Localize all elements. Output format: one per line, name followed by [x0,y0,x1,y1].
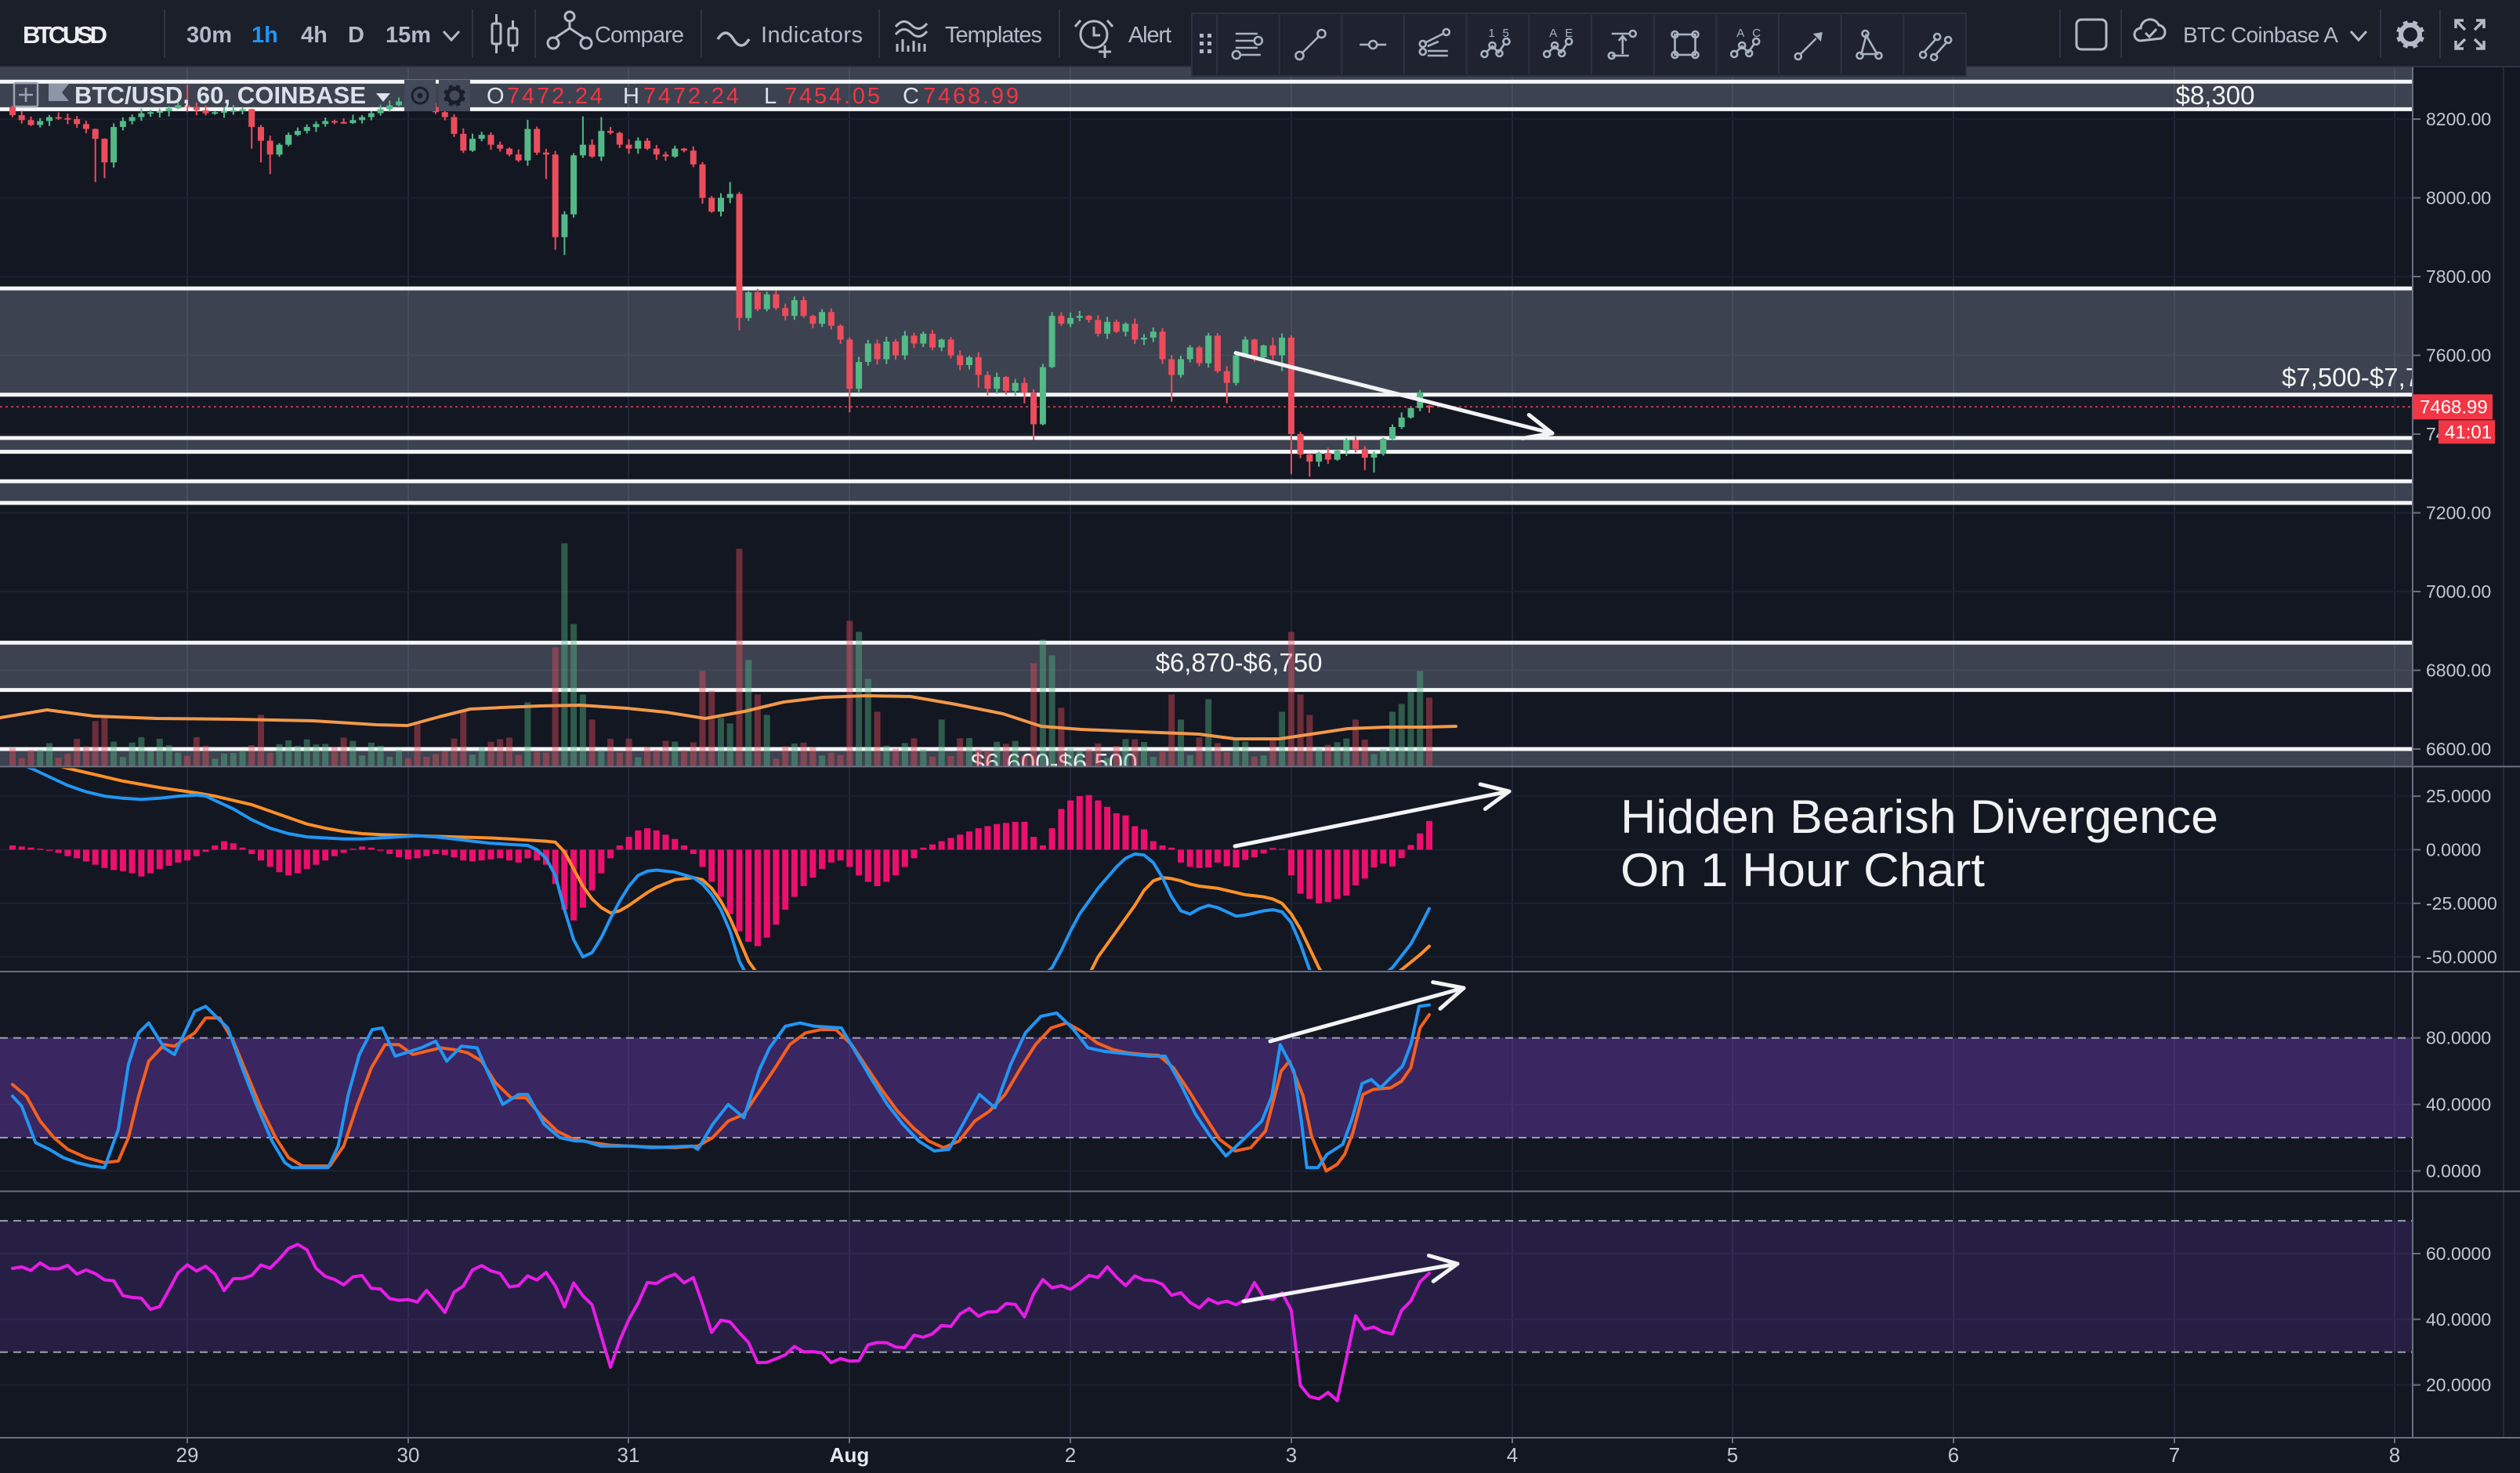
svg-text:6600.00: 6600.00 [2426,739,2491,759]
svg-text:Compare: Compare [595,23,684,48]
svg-text:BTC/USD, 60, COINBASE: BTC/USD, 60, COINBASE [74,81,366,109]
svg-text:40.0000: 40.0000 [2426,1309,2491,1330]
svg-text:BTC Coinbase A: BTC Coinbase A [2183,23,2338,47]
svg-text:7454.05: 7454.05 [784,84,880,109]
svg-text:5: 5 [1727,1443,1738,1467]
svg-text:On 1 Hour Chart: On 1 Hour Chart [1620,844,1985,896]
svg-text:BTCUSD: BTCUSD [23,21,107,49]
svg-text:20.0000: 20.0000 [2426,1375,2491,1395]
svg-text:Aug: Aug [830,1443,870,1467]
svg-text:5: 5 [1503,27,1509,40]
svg-text:$7,500-$7,70: $7,500-$7,70 [2282,363,2435,392]
svg-text:0.0000: 0.0000 [2426,1161,2481,1182]
svg-text:0.0000: 0.0000 [2426,840,2481,860]
svg-text:7468.99: 7468.99 [923,84,1019,109]
svg-text:D: D [348,23,364,48]
svg-text:6800.00: 6800.00 [2426,660,2491,681]
svg-text:Hidden Bearish Divergence: Hidden Bearish Divergence [1620,791,2218,843]
svg-text:8200.00: 8200.00 [2426,109,2491,129]
svg-text:7468.99: 7468.99 [2420,396,2488,418]
svg-text:1: 1 [1489,27,1495,40]
svg-text:Templates: Templates [945,23,1042,48]
svg-text:1h: 1h [252,23,278,48]
svg-text:8000.00: 8000.00 [2426,188,2491,208]
svg-text:30: 30 [397,1443,420,1467]
svg-text:7800.00: 7800.00 [2426,266,2491,287]
svg-text:30m: 30m [186,23,232,48]
svg-text:O: O [487,84,505,109]
svg-text:4h: 4h [301,23,328,48]
svg-text:C: C [903,84,919,109]
svg-text:29: 29 [176,1443,199,1467]
svg-text:4: 4 [1507,1443,1518,1467]
svg-text:31: 31 [617,1443,640,1467]
svg-text:Indicators: Indicators [761,23,863,48]
svg-text:7472.24: 7472.24 [507,84,603,109]
svg-text:3: 3 [1286,1443,1297,1467]
svg-text:60.0000: 60.0000 [2426,1243,2491,1264]
svg-text:A: A [1549,27,1557,40]
svg-text:41:01: 41:01 [2445,422,2492,443]
svg-text:25.0000: 25.0000 [2426,786,2491,806]
svg-text:15m: 15m [386,23,431,48]
svg-text:L: L [764,84,777,109]
svg-text:$6,600-$6,500: $6,600-$6,500 [971,748,1138,777]
svg-text:7200.00: 7200.00 [2426,503,2491,523]
svg-text:-25.0000: -25.0000 [2426,893,2497,914]
svg-text:40.0000: 40.0000 [2426,1095,2491,1115]
svg-text:$8,300: $8,300 [2176,81,2255,110]
svg-text:7600.00: 7600.00 [2426,346,2491,366]
svg-text:$6,870-$6,750: $6,870-$6,750 [1156,648,1323,677]
svg-text:E: E [1565,27,1573,40]
svg-text:7472.24: 7472.24 [643,84,739,109]
svg-text:7: 7 [2169,1443,2180,1467]
svg-text:8: 8 [2389,1443,2400,1467]
svg-text:-50.0000: -50.0000 [2426,946,2497,967]
svg-text:Alert: Alert [1128,23,1171,48]
svg-text:80.0000: 80.0000 [2426,1028,2491,1048]
svg-text:7000.00: 7000.00 [2426,581,2491,602]
svg-text:H: H [623,84,639,109]
svg-text:6: 6 [1948,1443,1959,1467]
svg-text:C: C [1752,27,1761,40]
svg-text:A: A [1736,27,1744,40]
svg-text:2: 2 [1065,1443,1076,1467]
